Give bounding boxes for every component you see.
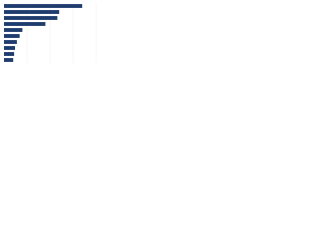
- bar: [4, 10, 60, 14]
- chart: [0, 0, 100, 71]
- bar: [4, 52, 15, 56]
- bar: [4, 46, 16, 50]
- bar: [4, 58, 14, 62]
- bar: [4, 4, 83, 8]
- bar: [4, 16, 58, 20]
- bar: [4, 28, 23, 32]
- bar: [4, 34, 20, 38]
- bar: [4, 40, 17, 44]
- bar: [4, 22, 46, 26]
